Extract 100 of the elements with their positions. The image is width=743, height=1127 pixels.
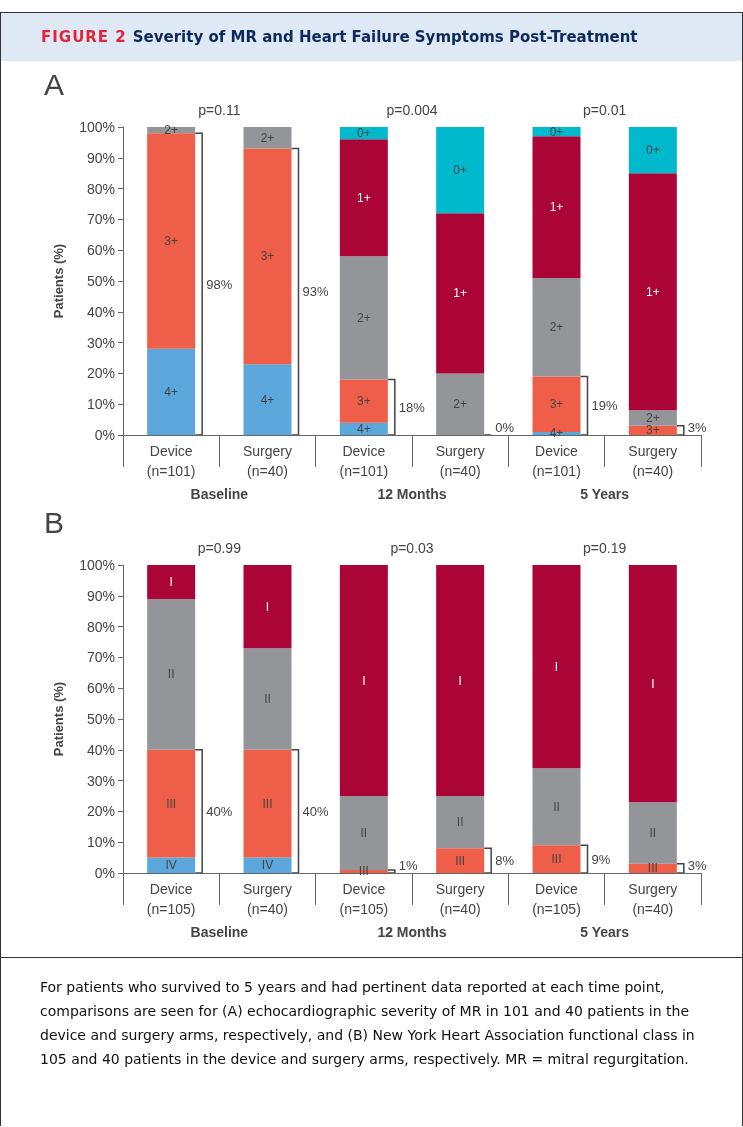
y-tick-label: 50% xyxy=(86,711,115,727)
series-label: 3+ xyxy=(645,423,660,438)
text: 2+ xyxy=(260,130,275,145)
y-tick-label: 100% xyxy=(79,119,115,135)
y-tick-label: 70% xyxy=(86,211,115,228)
text: Baseline xyxy=(190,924,249,940)
bar xyxy=(243,127,292,149)
text: IV xyxy=(261,858,274,873)
y-tick-label: 20% xyxy=(86,803,115,820)
bar xyxy=(532,136,581,278)
annotation: 98% xyxy=(206,276,233,292)
annotation: 18% xyxy=(398,399,426,415)
bar xyxy=(339,565,388,796)
bar xyxy=(628,410,677,426)
text: 3+ xyxy=(356,394,371,409)
text: 3+ xyxy=(260,249,275,264)
text: II xyxy=(649,825,657,840)
text: Baseline xyxy=(190,486,249,502)
text: 2+ xyxy=(356,310,371,325)
text: 4+ xyxy=(549,426,564,441)
bar xyxy=(243,749,292,858)
bar xyxy=(532,565,581,769)
text: 2+ xyxy=(453,397,468,412)
text: p=0.19 xyxy=(583,540,627,556)
text: II xyxy=(553,799,560,814)
annotation: 3% xyxy=(687,857,708,873)
text: 3+ xyxy=(164,233,179,248)
text: 0+ xyxy=(645,143,660,158)
text: 12 Months xyxy=(377,924,447,940)
annotation: 8% xyxy=(495,853,515,869)
y-tick-label: 100% xyxy=(79,557,115,573)
y-tick-label: 80% xyxy=(86,618,115,635)
text: 1+ xyxy=(645,284,660,299)
annotation: 1% xyxy=(398,857,419,873)
bar xyxy=(628,127,677,174)
text: For patients who survived to 5 years and had pertinent data reported at each time point, comparisons are seen for (A) echocardiographic severity of MR in 101 and 40 patients in the device and surgery arms, respectively, and (B) New York Heart Association functional class in 105 and 40 patients in the device and surgery arms, respectively. MR = mitral regurgitation. xyxy=(40,978,696,1069)
bar xyxy=(628,173,677,411)
text: I xyxy=(554,659,559,674)
x-tick-label: Surgery (n=40) xyxy=(242,881,293,917)
annotation: 3% xyxy=(687,419,708,435)
text: p=0.03 xyxy=(390,540,434,556)
bar xyxy=(147,598,196,750)
text: p=0.01 xyxy=(583,102,627,118)
y-tick-label: 30% xyxy=(86,334,115,351)
bar xyxy=(339,379,388,423)
text: III xyxy=(647,861,658,876)
x-tick-label: Surgery (n=40) xyxy=(628,443,678,479)
y-tick-label: 90% xyxy=(86,587,115,604)
y-tick-label: 60% xyxy=(86,242,115,259)
bar xyxy=(147,749,196,858)
text: p=0.11 xyxy=(198,102,241,118)
text: p=0.99 xyxy=(197,540,242,556)
annotation: 93% xyxy=(302,284,329,300)
bar xyxy=(436,373,485,435)
x-tick-label: Surgery (n=40) xyxy=(435,881,485,917)
y-tick-label: 50% xyxy=(86,273,115,289)
bar xyxy=(436,213,485,374)
text: 2+ xyxy=(549,320,564,335)
series-label: 1+ xyxy=(356,190,371,205)
annotation: 9% xyxy=(591,851,611,867)
text: 3+ xyxy=(549,397,564,412)
y-tick-label: 70% xyxy=(86,649,115,666)
bar xyxy=(339,139,388,257)
chart-title: FIGURE 2 Severity of MR and Heart Failure Symptoms Post-Treatment xyxy=(41,28,638,46)
bar xyxy=(628,565,677,803)
bar xyxy=(243,364,292,435)
text: 12 Months xyxy=(377,486,447,502)
bar xyxy=(436,565,485,796)
text: 4+ xyxy=(164,384,179,399)
text: III xyxy=(455,853,466,868)
bar xyxy=(339,256,388,380)
text: I xyxy=(265,599,270,614)
x-tick-label: Device (n=101) xyxy=(339,443,389,479)
bar xyxy=(436,848,485,873)
bar xyxy=(436,127,485,214)
bar xyxy=(243,148,292,365)
text: III xyxy=(262,796,273,811)
text: 5 Years xyxy=(580,486,630,502)
series-label: II xyxy=(456,815,464,830)
y-tick-label: 30% xyxy=(86,772,115,789)
text: II xyxy=(264,691,271,706)
text: III xyxy=(551,852,562,867)
bar xyxy=(436,796,485,849)
y-tick-label: 20% xyxy=(86,365,115,382)
y-tick-label: 90% xyxy=(86,149,115,166)
y-tick-label: 0% xyxy=(94,427,115,443)
text: II xyxy=(167,667,175,682)
text: I xyxy=(651,676,655,691)
x-tick-label: Device (n=101) xyxy=(532,443,581,479)
x-tick-label: Surgery (n=40) xyxy=(242,443,293,479)
text: 5 Years xyxy=(580,924,630,940)
bar xyxy=(147,133,196,349)
x-tick-label: Device (n=105) xyxy=(146,881,196,917)
y-tick-label: 10% xyxy=(86,396,115,413)
y-tick-label: 0% xyxy=(94,865,115,881)
series-label: 4+ xyxy=(356,421,371,436)
text: 0+ xyxy=(549,124,564,139)
y-tick-label: 10% xyxy=(86,834,115,851)
x-tick-label: Device (n=105) xyxy=(532,881,581,917)
x-tick-label: Device (n=105) xyxy=(339,881,389,917)
